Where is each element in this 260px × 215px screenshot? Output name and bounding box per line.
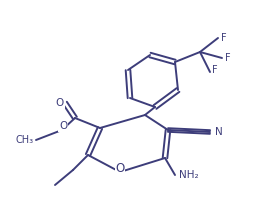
Text: O: O xyxy=(115,161,125,175)
Text: F: F xyxy=(212,65,218,75)
Text: F: F xyxy=(225,53,231,63)
Text: O: O xyxy=(59,121,67,131)
Text: O: O xyxy=(56,98,64,108)
Text: F: F xyxy=(221,33,227,43)
Text: CH₃: CH₃ xyxy=(16,135,34,145)
Text: NH₂: NH₂ xyxy=(179,170,199,180)
Text: N: N xyxy=(215,127,223,137)
